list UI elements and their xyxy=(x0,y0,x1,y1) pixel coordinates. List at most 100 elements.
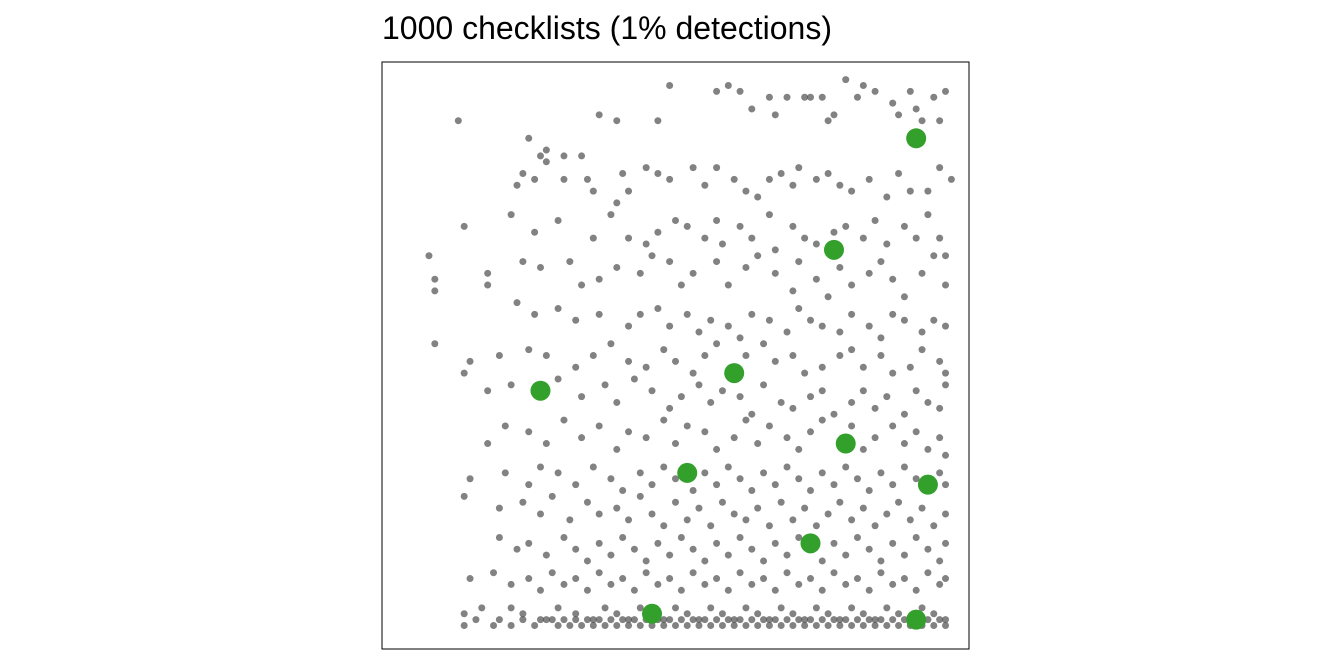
non-detection-point xyxy=(836,263,844,271)
non-detection-point xyxy=(560,580,568,588)
non-detection-point xyxy=(942,281,950,289)
non-detection-point xyxy=(560,152,568,160)
non-detection-point xyxy=(536,586,544,594)
non-detection-point xyxy=(431,287,439,295)
non-detection-point xyxy=(795,580,803,588)
non-detection-point xyxy=(748,410,756,418)
non-detection-point xyxy=(724,322,732,330)
non-detection-point xyxy=(895,610,903,618)
non-detection-point xyxy=(677,586,685,594)
non-detection-point xyxy=(748,105,756,113)
non-detection-point xyxy=(595,422,603,430)
non-detection-point xyxy=(560,416,568,424)
non-detection-point xyxy=(818,469,826,477)
non-detection-point xyxy=(484,387,492,395)
non-detection-point xyxy=(748,580,756,588)
non-detection-point xyxy=(507,381,515,389)
non-detection-point xyxy=(718,240,726,248)
non-detection-point xyxy=(636,269,644,277)
non-detection-point xyxy=(807,616,815,624)
non-detection-point xyxy=(613,263,621,271)
non-detection-point xyxy=(642,240,650,248)
non-detection-point xyxy=(701,580,709,588)
non-detection-point xyxy=(871,522,879,530)
non-detection-point xyxy=(848,346,856,354)
non-detection-point xyxy=(842,463,850,471)
non-detection-point xyxy=(801,93,809,101)
non-detection-point xyxy=(642,434,650,442)
non-detection-point xyxy=(795,258,803,266)
non-detection-point xyxy=(807,316,815,324)
non-detection-point xyxy=(848,398,856,406)
non-detection-point xyxy=(525,428,533,436)
non-detection-point xyxy=(484,269,492,277)
non-detection-point xyxy=(666,175,674,183)
non-detection-point xyxy=(848,604,856,612)
non-detection-point xyxy=(595,275,603,283)
non-detection-point xyxy=(889,616,897,624)
non-detection-point xyxy=(525,134,533,142)
non-detection-point xyxy=(736,569,744,577)
non-detection-point xyxy=(789,287,797,295)
non-detection-point xyxy=(812,175,820,183)
non-detection-point xyxy=(912,475,920,483)
non-detection-point xyxy=(942,87,950,95)
non-detection-point xyxy=(895,170,903,178)
non-detection-point xyxy=(507,622,515,630)
non-detection-point xyxy=(883,622,891,630)
non-detection-point xyxy=(625,622,633,630)
non-detection-point xyxy=(425,252,433,260)
non-detection-point xyxy=(677,393,685,401)
non-detection-point xyxy=(595,111,603,119)
non-detection-point xyxy=(578,393,586,401)
non-detection-point xyxy=(531,228,539,236)
non-detection-point xyxy=(548,492,556,500)
non-detection-point xyxy=(613,398,621,406)
non-detection-point xyxy=(865,322,873,330)
non-detection-point xyxy=(918,504,926,512)
non-detection-point xyxy=(859,387,867,395)
non-detection-point xyxy=(718,498,726,506)
non-detection-point xyxy=(889,369,897,377)
non-detection-point xyxy=(554,305,562,313)
non-detection-point xyxy=(795,445,803,453)
non-detection-point xyxy=(613,504,621,512)
non-detection-point xyxy=(889,422,897,430)
non-detection-point xyxy=(707,398,715,406)
non-detection-point xyxy=(830,410,838,418)
non-detection-point xyxy=(818,616,826,624)
non-detection-point xyxy=(542,551,550,559)
non-detection-point xyxy=(636,469,644,477)
non-detection-point xyxy=(924,616,932,624)
non-detection-point xyxy=(660,622,668,630)
non-detection-point xyxy=(924,445,932,453)
non-detection-point xyxy=(748,487,756,495)
non-detection-point xyxy=(466,575,474,583)
non-detection-point xyxy=(765,316,773,324)
non-detection-point xyxy=(736,334,744,342)
non-detection-point xyxy=(748,616,756,624)
non-detection-point xyxy=(760,616,768,624)
non-detection-point xyxy=(560,533,568,541)
non-detection-point xyxy=(877,334,885,342)
non-detection-point xyxy=(930,622,938,630)
non-detection-point xyxy=(883,240,891,248)
non-detection-point xyxy=(748,545,756,553)
non-detection-point xyxy=(795,164,803,172)
non-detection-point xyxy=(495,352,503,359)
non-detection-point xyxy=(795,305,803,313)
non-detection-point xyxy=(583,586,591,594)
non-detection-point xyxy=(783,551,791,559)
non-detection-point xyxy=(889,481,897,489)
detection-point xyxy=(642,603,663,624)
non-detection-point xyxy=(777,604,785,612)
non-detection-point xyxy=(912,105,920,113)
non-detection-point xyxy=(777,398,785,406)
non-detection-point xyxy=(842,222,850,230)
non-detection-point xyxy=(895,622,903,630)
non-detection-point xyxy=(666,551,674,559)
non-detection-point xyxy=(807,487,815,495)
non-detection-point xyxy=(713,164,721,172)
non-detection-point xyxy=(783,93,791,101)
non-detection-point xyxy=(724,281,732,289)
